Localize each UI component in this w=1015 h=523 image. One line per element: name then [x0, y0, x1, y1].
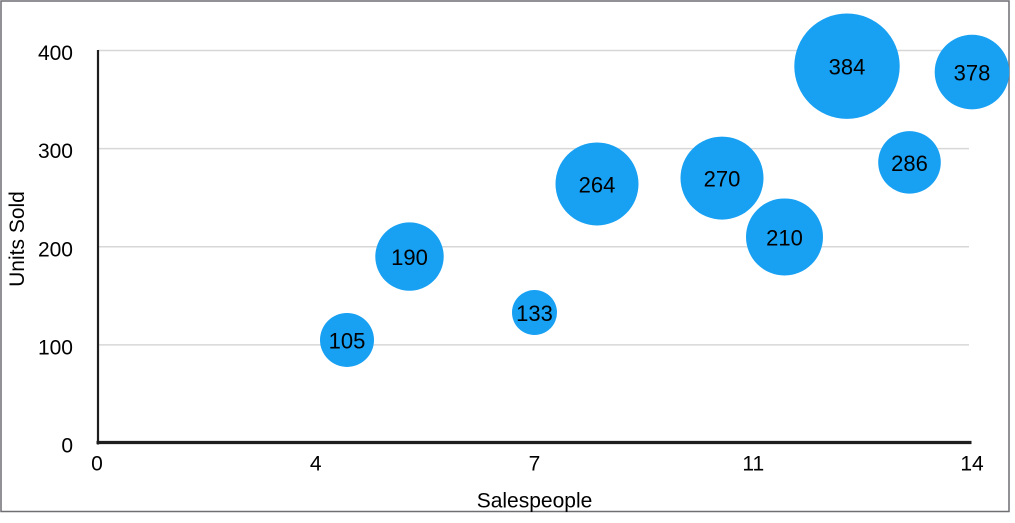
figure-border	[0, 0, 1010, 513]
y-tick-label: 400	[38, 42, 73, 65]
y-axis-title: Units Sold	[6, 191, 29, 287]
bubble[interactable]: 384	[794, 13, 900, 119]
bubble-circle	[375, 222, 444, 291]
bubble-label: 378	[954, 61, 991, 86]
y-tick-label: 0	[61, 435, 73, 458]
bubble[interactable]: 133	[512, 289, 557, 335]
y-tick-label: 300	[38, 140, 73, 163]
bubbles-group: 105 190 133 264 270 210 384 286 378	[320, 13, 1010, 367]
bubble[interactable]: 210	[746, 198, 823, 276]
bubble[interactable]: 190	[375, 222, 444, 291]
bubble-circle	[794, 13, 900, 119]
y-tick-label: 100	[38, 336, 73, 359]
bubble-label: 133	[516, 301, 553, 326]
bubble[interactable]: 270	[680, 136, 764, 220]
bubble-circle	[512, 289, 557, 335]
x-tick-label: 4	[310, 453, 322, 476]
x-tick-label: 7	[529, 453, 541, 476]
bubble[interactable]: 286	[878, 131, 941, 194]
x-tick-label: 14	[960, 453, 984, 476]
bubble-label: 210	[766, 225, 803, 250]
bubble-circle	[320, 312, 374, 367]
bubble-label: 270	[704, 167, 741, 192]
y-tick-label: 200	[38, 238, 73, 261]
bubble-label: 384	[829, 55, 866, 80]
bubble-circle	[878, 131, 941, 194]
bubble-circle	[934, 34, 1010, 110]
x-tick-label: 0	[91, 453, 103, 476]
x-tick-label: 11	[742, 453, 764, 476]
y-tick-labels-group: 0 100 200 300 400	[38, 42, 73, 458]
bubble-label: 190	[391, 245, 428, 270]
axes-group	[96, 50, 972, 445]
bubble-circle	[746, 198, 823, 276]
bubble-label: 264	[579, 172, 616, 197]
x-axis-title: Salespeople	[477, 490, 593, 513]
bubble-label: 286	[891, 151, 928, 176]
bubble-circle	[555, 142, 639, 226]
bubble[interactable]: 264	[555, 142, 639, 226]
bubble[interactable]: 105	[320, 312, 374, 367]
bubble-label: 105	[329, 328, 366, 353]
bubble[interactable]: 378	[934, 34, 1010, 110]
bubble-circle	[680, 136, 764, 220]
x-tick-labels-group: 0 4 7 11 14	[91, 453, 984, 476]
